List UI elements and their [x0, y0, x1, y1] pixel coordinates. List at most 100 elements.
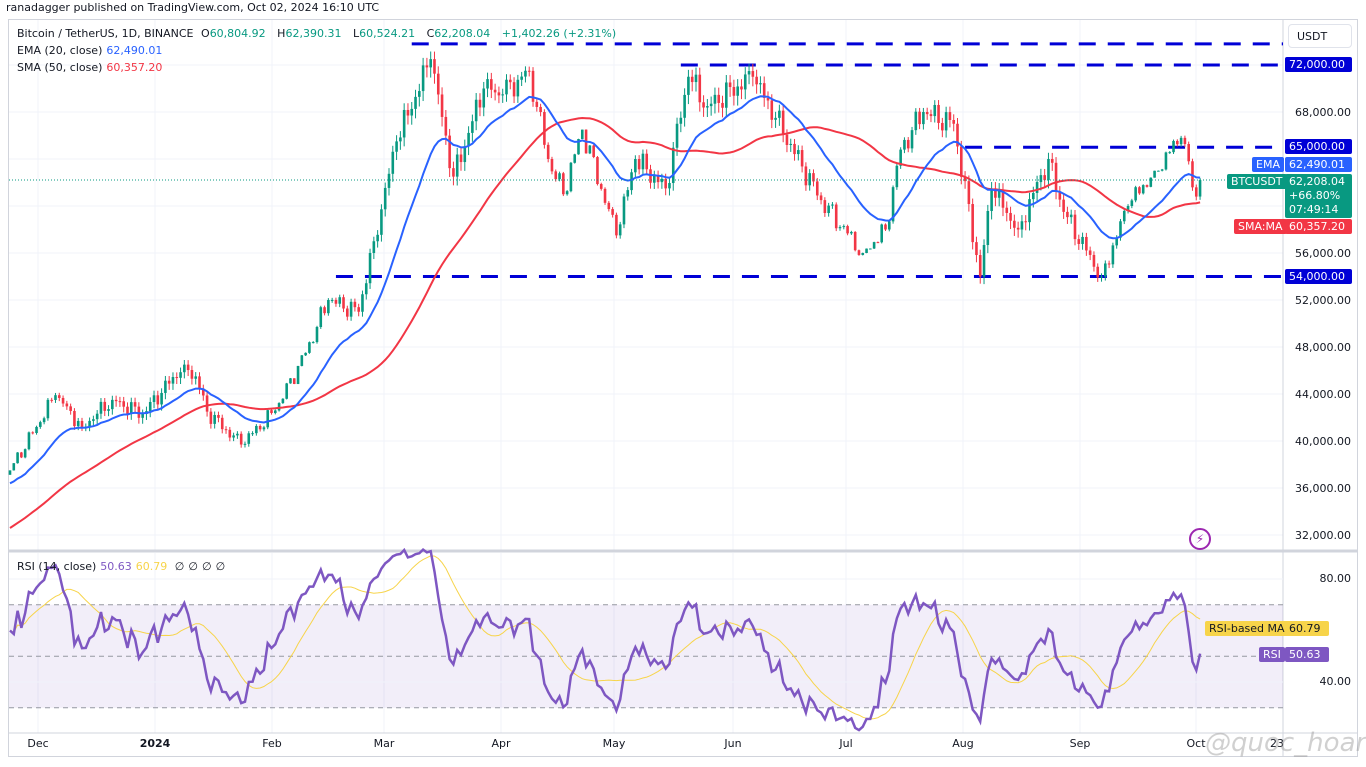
sma-name-tag: SMA:MA — [1234, 219, 1287, 234]
candle-body — [92, 419, 95, 421]
price-tick: 56,000.00 — [1295, 247, 1351, 260]
candle-body — [281, 398, 285, 404]
candle-body — [637, 159, 641, 170]
candle-body — [508, 79, 512, 83]
lightning-icon[interactable]: ⚡ — [1189, 528, 1211, 550]
candle-body — [573, 154, 577, 163]
candle-body — [1035, 182, 1039, 193]
symbol-name-tag: BTCUSDT — [1227, 174, 1287, 189]
change-value: +1,402.26 (+2.31%) — [501, 27, 617, 40]
candle-body — [687, 76, 690, 95]
rsi-ma-line — [9, 555, 1201, 720]
candle-body — [433, 59, 436, 74]
time-tick: Oct — [1186, 737, 1206, 750]
currency-button[interactable]: USDT — [1288, 24, 1352, 48]
candle-body — [186, 364, 190, 371]
candle-body — [1039, 175, 1043, 183]
time-tick: Jul — [839, 737, 853, 750]
candle-body — [334, 299, 338, 304]
candle-body — [330, 299, 334, 301]
close-label: C — [426, 27, 435, 40]
candle-body — [387, 173, 391, 188]
candle-body — [1187, 144, 1190, 162]
sma-legend[interactable]: SMA (50, close) 60,357.20 — [17, 61, 166, 74]
candle-body — [683, 94, 686, 118]
candle-body — [175, 377, 179, 379]
candle-body — [728, 82, 732, 88]
candle-body — [959, 146, 963, 177]
candle-body — [1081, 236, 1084, 244]
ema-legend[interactable]: EMA (20, close) 62,490.01 — [17, 44, 166, 57]
candle-body — [1005, 207, 1009, 213]
candle-body — [1058, 191, 1062, 200]
candle-body — [709, 103, 713, 107]
candle-body — [774, 117, 777, 120]
candle-body — [641, 153, 645, 170]
candle-body — [990, 188, 993, 211]
candle-body — [725, 82, 728, 108]
candle-body — [914, 111, 918, 131]
candle-body — [918, 111, 921, 125]
candle-body — [505, 79, 508, 95]
candle-body — [1179, 137, 1183, 145]
candle-body — [634, 159, 637, 173]
candle-body — [842, 226, 846, 228]
candle-body — [1183, 137, 1187, 145]
candle-body — [1073, 214, 1077, 240]
candle-body — [599, 184, 603, 189]
high-value: 62,390.31 — [285, 27, 342, 40]
candle-body — [429, 59, 432, 68]
candle-body — [452, 168, 455, 177]
candle-body — [1168, 152, 1172, 154]
candle-body — [251, 433, 254, 435]
sma-price-tag: 60,357.20 — [1285, 219, 1352, 234]
candle-body — [148, 401, 152, 412]
candle-body — [194, 376, 198, 379]
low-label: L — [352, 27, 360, 40]
candle-body — [967, 181, 971, 205]
candle-body — [23, 449, 27, 458]
price-tick: 48,000.00 — [1295, 341, 1351, 354]
rsi-tick: 40.00 — [1319, 675, 1352, 688]
candle-body — [418, 91, 421, 97]
candle-body — [1164, 152, 1168, 170]
candle-body — [861, 253, 865, 255]
candle-body — [808, 173, 811, 186]
candle-body — [274, 410, 277, 414]
candle-body — [80, 420, 84, 427]
candle-body — [690, 76, 694, 83]
candle-body — [198, 376, 201, 389]
candle-body — [899, 149, 902, 166]
candle-body — [46, 399, 50, 419]
candle-body — [501, 94, 504, 96]
candle-body — [558, 173, 561, 180]
candle-body — [982, 245, 986, 277]
candle-body — [668, 182, 671, 189]
candle-body — [236, 433, 239, 436]
candle-body — [713, 94, 717, 104]
candle-body — [607, 202, 611, 210]
candle-body — [296, 365, 300, 384]
candle-body — [73, 410, 76, 427]
candle-body — [815, 181, 819, 196]
candle-body — [459, 154, 463, 163]
rsi-legend[interactable]: RSI (14, close) 50.63 60.79 ∅ ∅ ∅ ∅ — [17, 560, 229, 573]
price-tick: 40,000.00 — [1295, 435, 1351, 448]
candle-body — [865, 248, 868, 253]
candle-body — [956, 123, 959, 147]
candle-body — [952, 119, 956, 124]
candle-body — [349, 301, 353, 317]
candle-body — [467, 132, 470, 147]
candle-body — [440, 94, 444, 117]
candle-body — [474, 99, 478, 122]
candle-body — [54, 395, 57, 400]
candle-body — [588, 145, 592, 154]
candle-body — [872, 242, 876, 249]
level-65000-tag: 65,000.00 — [1285, 139, 1352, 154]
candle-body — [209, 411, 213, 424]
candle-body — [660, 178, 664, 183]
time-tick: Jun — [724, 737, 742, 750]
level-54000-tag: 54,000.00 — [1285, 269, 1352, 284]
candle-body — [963, 176, 967, 182]
